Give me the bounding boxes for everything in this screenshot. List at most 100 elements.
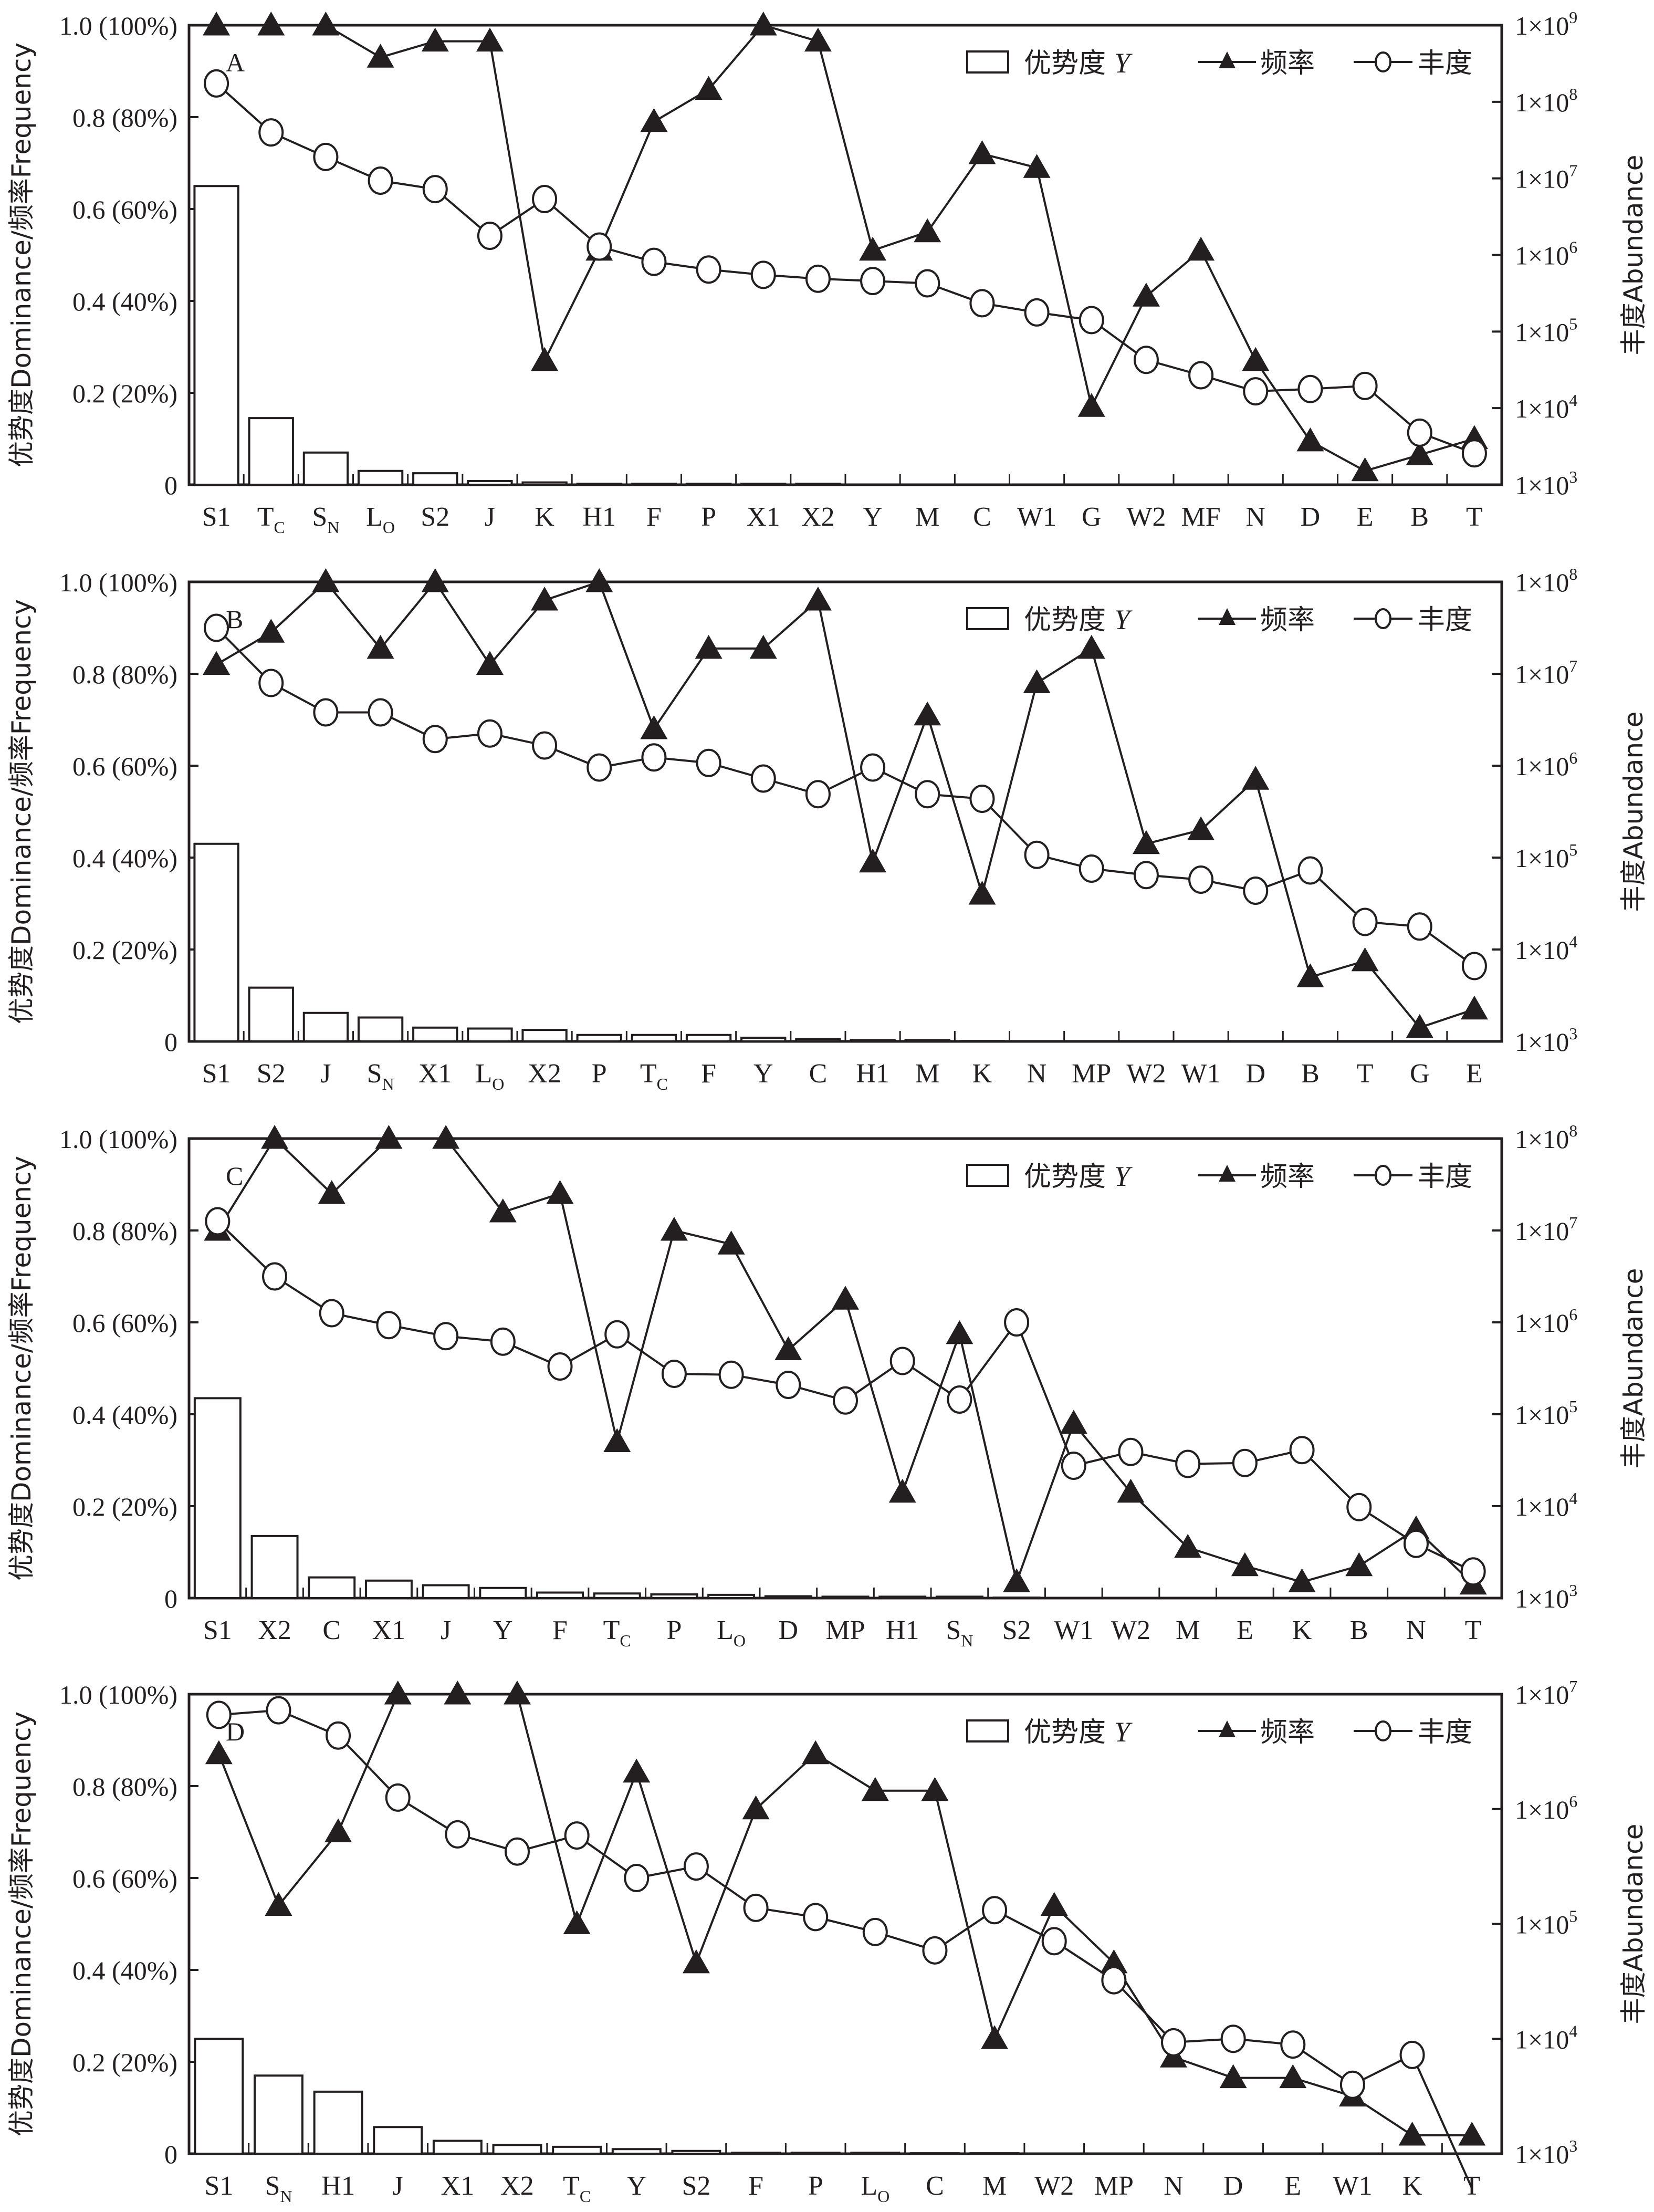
category-label: S1 <box>203 1615 232 1645</box>
category-label: C <box>926 2171 944 2201</box>
category-label: TC <box>640 1059 668 1093</box>
frequency-point <box>1458 2122 1486 2146</box>
frequency-point <box>968 140 996 164</box>
abundance-point <box>1024 298 1050 327</box>
frequency-point <box>531 347 559 371</box>
frequency-point <box>914 218 941 243</box>
legend-dominance-label: 优势度 <box>1024 1161 1106 1193</box>
left-tick-label: 0.6 (60%) <box>72 752 177 781</box>
left-tick-label: 0.8 (80%) <box>72 103 177 132</box>
right-tick-label: 1×105 <box>1515 840 1577 873</box>
dominance-bar <box>611 2148 662 2155</box>
category-label: D <box>1245 1059 1265 1089</box>
category-label: Y <box>753 1059 773 1089</box>
frequency-line <box>216 24 1475 472</box>
right-tick-label: 1×105 <box>1515 1397 1577 1430</box>
frequency-point <box>914 701 941 726</box>
dominance-bar <box>248 417 294 486</box>
dominance-bar <box>593 1592 641 1599</box>
left-tick-label: 0.4 (40%) <box>72 1956 177 1985</box>
abundance-point <box>805 264 831 293</box>
frequency-point <box>1351 947 1379 972</box>
dominance-bar <box>521 481 568 486</box>
dominance-bar <box>467 1027 513 1042</box>
dominance-bar <box>357 469 404 486</box>
category-label: X2 <box>801 502 835 532</box>
left-tick-label: 0 <box>164 1584 177 1613</box>
legend-dominance-symbol: Y <box>1114 604 1133 635</box>
dominance-bar <box>576 1034 622 1042</box>
frequency-point <box>640 715 668 739</box>
frequency-line <box>216 1136 1474 1586</box>
frequency-point <box>318 1180 346 1204</box>
frequency-point <box>1406 441 1433 465</box>
dominance-bar <box>707 1593 756 1599</box>
category-label: S1 <box>202 1059 231 1089</box>
category-label: X1 <box>372 1615 406 1645</box>
frequency-point <box>1288 1568 1316 1592</box>
dominance-bar <box>878 1595 927 1599</box>
legend: 优势度 Y 频率 丰度 <box>966 1716 1472 1748</box>
right-tick-label: 1×105 <box>1515 314 1577 347</box>
abundance-point <box>532 185 558 214</box>
frequency-point <box>774 1336 802 1360</box>
category-label: X2 <box>500 2171 534 2201</box>
legend-abundance-label: 丰度 <box>1418 48 1472 79</box>
right-axis-title: 丰度Abundance <box>1618 1824 1649 2025</box>
abundance-point <box>1460 1557 1486 1586</box>
frequency-point <box>1132 283 1160 307</box>
abundance-point <box>368 166 393 195</box>
category-label: M <box>915 1059 939 1089</box>
frequency-point <box>476 27 504 52</box>
abundance-point <box>641 743 667 772</box>
abundance-point <box>922 1936 948 1965</box>
dominance-bar <box>731 2152 781 2155</box>
frequency-point <box>861 1777 889 1801</box>
abundance-point <box>1175 1449 1201 1478</box>
abundance-point <box>833 1386 858 1415</box>
left-tick-label: 0 <box>164 471 177 500</box>
frequency-point <box>1023 669 1051 693</box>
right-tick-label: 1×108 <box>1515 565 1577 597</box>
frequency-point <box>1040 1892 1068 1916</box>
dominance-bar <box>412 1026 458 1042</box>
frequency-point <box>257 619 285 643</box>
abundance-point <box>1188 865 1214 894</box>
legend: 优势度 Y 频率 丰度 <box>966 604 1472 636</box>
abundance-point <box>1339 2070 1365 2099</box>
category-label: D <box>1301 502 1321 532</box>
dominance-bar <box>357 1016 404 1042</box>
dominance-bar <box>650 1593 698 1599</box>
abundance-point <box>1399 2040 1425 2069</box>
frequency-point <box>257 12 285 36</box>
abundance-line <box>215 627 1475 967</box>
panel-label: C <box>226 1161 243 1191</box>
dominance-bar <box>248 986 294 1042</box>
right-tick-label: 1×107 <box>1515 1677 1577 1709</box>
left-tick-label: 0.4 (40%) <box>72 843 177 873</box>
dominance-bar <box>910 2152 960 2155</box>
abundance-point <box>422 175 448 204</box>
category-label: G <box>1410 1059 1430 1089</box>
dominance-bar <box>552 2145 602 2155</box>
right-axis-title: 丰度Abundance <box>1618 155 1649 356</box>
category-label: MP <box>1072 1059 1111 1089</box>
frequency-point <box>205 1740 233 1765</box>
legend-abundance-label: 丰度 <box>1418 1717 1472 1748</box>
dominance-bar <box>250 1535 299 1599</box>
category-label: K <box>1402 2171 1422 2201</box>
category-label: N <box>1027 1059 1047 1089</box>
abundance-point <box>205 1207 231 1236</box>
category-label: N <box>1245 502 1265 532</box>
frequency-point <box>265 1892 292 1916</box>
frequency-point <box>1219 2064 1247 2089</box>
frequency-point <box>1398 2122 1426 2146</box>
abundance-point <box>1024 840 1050 869</box>
dominance-bar <box>631 483 677 486</box>
dominance-bar <box>740 483 787 486</box>
abundance-point <box>319 1299 344 1328</box>
frequency-point <box>717 1230 745 1255</box>
abundance-point <box>1041 1927 1067 1956</box>
category-label: S2 <box>257 1059 286 1089</box>
abundance-point <box>982 1896 1008 1925</box>
